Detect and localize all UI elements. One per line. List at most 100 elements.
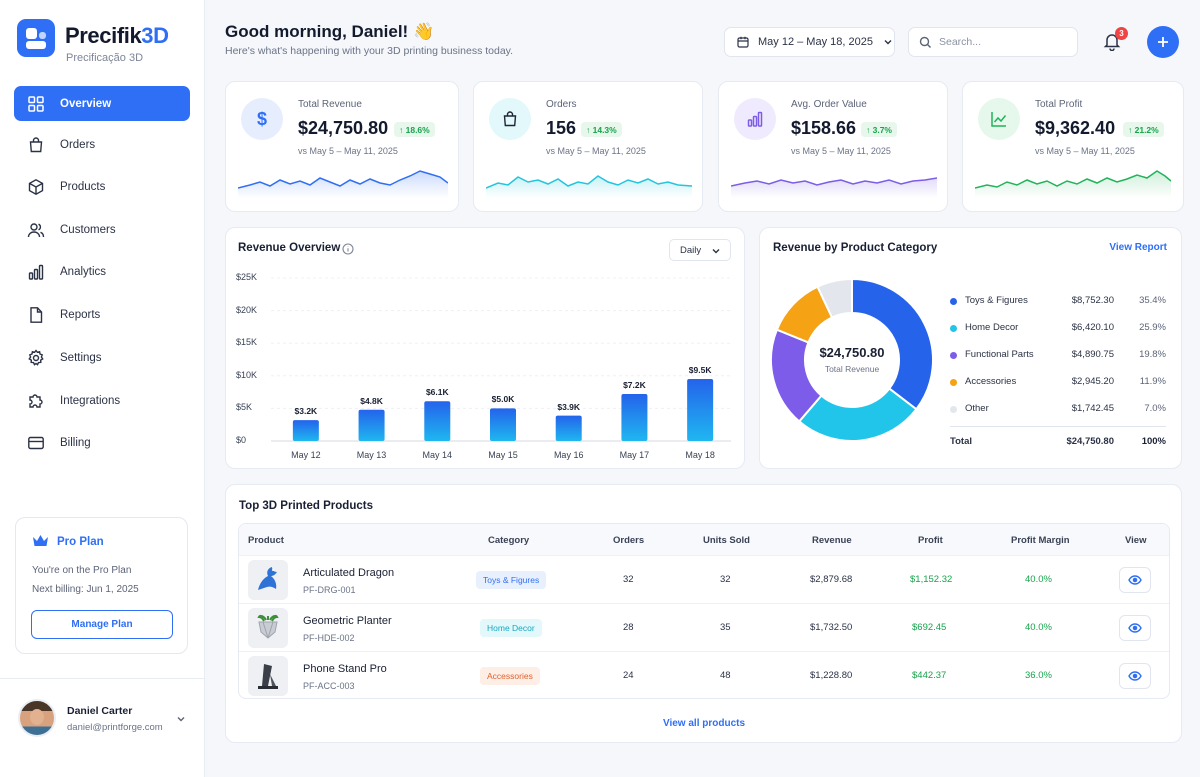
legend-dot bbox=[950, 406, 957, 413]
column-header: Orders bbox=[613, 535, 645, 546]
column-header: Revenue bbox=[812, 535, 852, 546]
search-box[interactable] bbox=[908, 27, 1078, 57]
phone-stand-icon bbox=[258, 664, 278, 689]
column-header: Units Sold bbox=[703, 535, 750, 546]
legend-value: $2,945.20 bbox=[1071, 376, 1114, 387]
bar-value-label: $9.5K bbox=[688, 365, 712, 376]
bar[interactable] bbox=[687, 379, 714, 441]
bar[interactable] bbox=[292, 420, 319, 441]
date-range-label: May 12 – May 18, 2025 bbox=[758, 36, 873, 48]
sidebar-item-orders[interactable]: Orders bbox=[14, 127, 190, 162]
category-badge: Home Decor bbox=[480, 619, 542, 637]
legend-percent: 19.8% bbox=[1139, 349, 1166, 360]
product-thumbnail bbox=[248, 560, 288, 600]
sidebar-item-label: Orders bbox=[60, 138, 96, 151]
column-header: Profit bbox=[918, 535, 943, 546]
view-report-link[interactable]: View Report bbox=[1109, 242, 1167, 253]
category-badge: Toys & Figures bbox=[476, 571, 547, 589]
planter-icon bbox=[257, 615, 279, 639]
trend-icon bbox=[978, 98, 1020, 140]
chevron-down-icon[interactable] bbox=[176, 714, 186, 724]
bar-value-label: $6.1K bbox=[425, 387, 449, 398]
sidebar-item-reports[interactable]: Reports bbox=[14, 297, 190, 332]
period-select[interactable]: Daily bbox=[669, 239, 731, 261]
info-icon[interactable] bbox=[342, 243, 354, 255]
calendar-icon bbox=[737, 36, 749, 48]
legend-percent: 35.4% bbox=[1139, 295, 1166, 306]
stat-change-badge: ↑ 3.7% bbox=[861, 122, 897, 137]
grid-icon bbox=[28, 95, 44, 112]
view-button[interactable] bbox=[1119, 663, 1151, 689]
y-tick-label: $10K bbox=[236, 369, 258, 380]
bar[interactable] bbox=[358, 409, 385, 441]
view-all-products-link[interactable]: View all products bbox=[662, 718, 746, 729]
user-profile[interactable]: Daniel Carter daniel@printforge.com bbox=[0, 678, 204, 777]
donut-slice[interactable] bbox=[851, 277, 933, 411]
column-header: Profit Margin bbox=[1011, 535, 1070, 546]
table-row[interactable]: Articulated Dragon PF-DRG-001 Toys & Fig… bbox=[239, 555, 1169, 602]
donut-center-label: Total Revenue bbox=[824, 364, 880, 374]
crown-icon bbox=[33, 535, 48, 546]
stat-card-profit: Total Profit $9,362.40 ↑ 21.2% vs May 5 … bbox=[962, 81, 1184, 212]
category-donut-chart bbox=[771, 277, 933, 442]
stat-value: 156 bbox=[546, 118, 577, 138]
stat-change-badge: ↑ 14.3% bbox=[581, 122, 622, 137]
view-button[interactable] bbox=[1119, 615, 1151, 641]
stat-card-avg-order: Avg. Order Value $158.66 ↑ 3.7% vs May 5… bbox=[718, 81, 948, 212]
revenue-overview-card: Revenue Overview Daily $25K $20K $15K $10K $… bbox=[225, 227, 745, 469]
legend-name: Home Decor bbox=[965, 322, 1019, 333]
stat-value: $9,362.40 bbox=[1035, 118, 1116, 138]
product-name[interactable]: Articulated Dragon bbox=[303, 567, 395, 579]
date-range-picker[interactable]: May 12 – May 18, 2025 bbox=[724, 27, 895, 57]
stat-label: Avg. Order Value bbox=[791, 99, 867, 110]
bar-value-label: $4.8K bbox=[360, 395, 383, 406]
revenue-overview-title: Revenue Overview bbox=[238, 242, 341, 254]
bar[interactable] bbox=[424, 401, 451, 441]
category-title: Revenue by Product Category bbox=[773, 242, 938, 254]
x-tick-label: May 16 bbox=[553, 450, 584, 460]
add-button[interactable] bbox=[1147, 26, 1179, 58]
product-name[interactable]: Geometric Planter bbox=[303, 615, 392, 627]
gear-icon bbox=[28, 348, 44, 366]
legend-name: Toys & Figures bbox=[965, 295, 1028, 306]
category-badge: Accessories bbox=[480, 667, 540, 685]
manage-plan-button[interactable]: Manage Plan bbox=[31, 610, 173, 639]
sidebar-item-billing[interactable]: Billing bbox=[14, 425, 190, 460]
puzzle-icon bbox=[29, 393, 43, 408]
plan-title: Pro Plan bbox=[57, 536, 104, 548]
legend-dot bbox=[950, 298, 957, 305]
bar[interactable] bbox=[621, 394, 648, 441]
search-input[interactable] bbox=[939, 36, 1059, 48]
table-row[interactable]: Phone Stand Pro PF-ACC-003 Accessories 2… bbox=[239, 651, 1169, 698]
bell-icon[interactable] bbox=[1102, 31, 1122, 51]
donut-slice[interactable] bbox=[816, 277, 853, 319]
product-sku: PF-ACC-003 bbox=[303, 681, 355, 691]
profit-value: $692.45 bbox=[912, 622, 947, 633]
sidebar-item-settings[interactable]: Settings bbox=[14, 340, 190, 375]
table-row[interactable]: Geometric Planter PF-HDE-002 Home Decor … bbox=[239, 603, 1169, 650]
sidebar-item-overview[interactable]: Overview bbox=[14, 86, 190, 121]
sidebar-item-analytics[interactable]: Analytics bbox=[14, 254, 190, 289]
sidebar-item-label: Customers bbox=[60, 223, 116, 236]
products-table: Product Category Orders Units Sold Reven… bbox=[238, 523, 1170, 699]
sidebar-item-label: Analytics bbox=[60, 265, 107, 278]
stat-label: Orders bbox=[546, 99, 577, 110]
stat-card-revenue: $ Total Revenue $24,750.80 ↑ 18.6% vs Ma… bbox=[225, 81, 459, 212]
legend-value: $8,752.30 bbox=[1071, 295, 1114, 306]
view-button[interactable] bbox=[1119, 567, 1151, 593]
product-name[interactable]: Phone Stand Pro bbox=[303, 663, 387, 675]
plan-billing-date: Next billing: Jun 1, 2025 bbox=[32, 584, 139, 595]
revenue-value: $1,228.80 bbox=[810, 670, 853, 681]
bar[interactable] bbox=[490, 408, 516, 441]
brand-name: Precifik3D bbox=[65, 23, 169, 48]
product-sku: PF-HDE-002 bbox=[303, 633, 355, 643]
sidebar-item-customers[interactable]: Customers bbox=[14, 212, 190, 247]
plan-description: You're on the Pro Plan bbox=[32, 565, 132, 576]
x-tick-label: May 12 bbox=[291, 450, 321, 460]
sparkline-revenue bbox=[238, 170, 448, 198]
sidebar-item-products[interactable]: Products bbox=[14, 169, 190, 204]
bar-value-label: $3.2K bbox=[294, 406, 318, 417]
bar[interactable] bbox=[555, 415, 582, 441]
sidebar-item-integrations[interactable]: Integrations bbox=[14, 383, 190, 418]
orders-value: 24 bbox=[623, 670, 634, 681]
